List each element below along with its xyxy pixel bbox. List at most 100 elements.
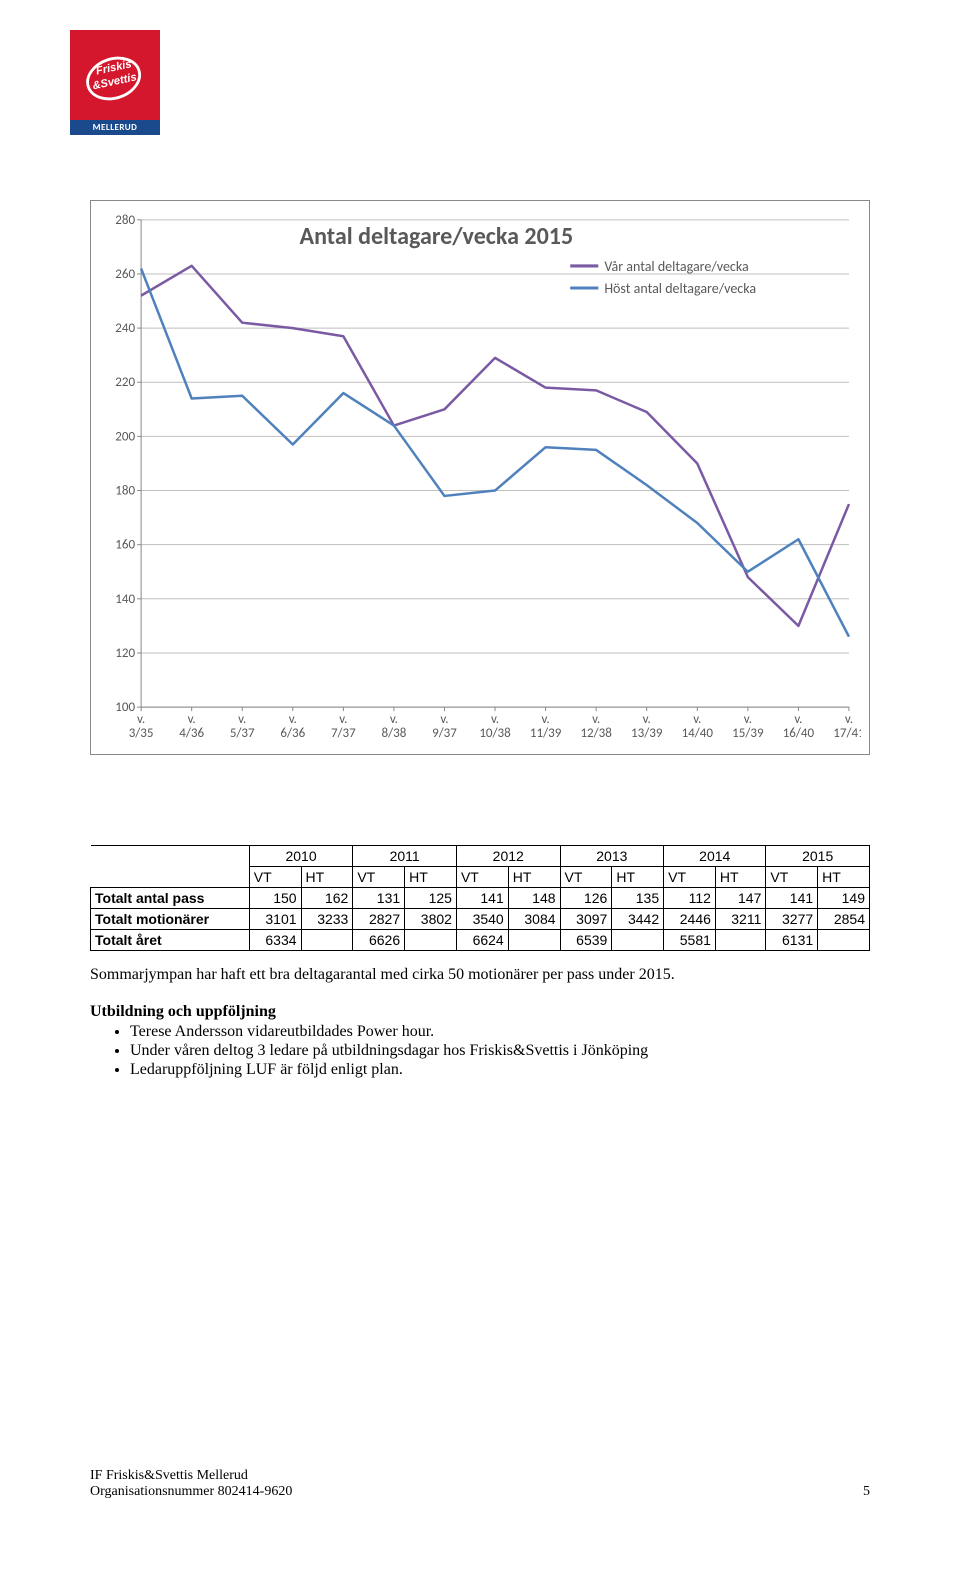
svg-text:140: 140 xyxy=(115,592,135,607)
svg-text:15/39: 15/39 xyxy=(732,726,764,741)
table-row-label: Totalt antal pass xyxy=(91,888,250,909)
table-subheader: VT xyxy=(456,867,508,888)
footer-line1: IF Friskis&Svettis Mellerud xyxy=(90,1468,292,1484)
table-year-header: 2012 xyxy=(456,846,560,867)
table-cell: 135 xyxy=(612,888,664,909)
table-cell xyxy=(715,930,765,951)
table-subheader: HT xyxy=(301,867,353,888)
svg-text:Vår antal deltagare/vecka: Vår antal deltagare/vecka xyxy=(604,258,748,275)
table-cell: 6539 xyxy=(560,930,612,951)
table-cell: 148 xyxy=(508,888,560,909)
table-cell: 2446 xyxy=(664,909,716,930)
logo-sublabel: MELLERUD xyxy=(70,120,160,135)
table-subheader: HT xyxy=(508,867,560,888)
table-cell: 3084 xyxy=(508,909,560,930)
bullet-item: Under våren deltog 3 ledare på utbildnin… xyxy=(130,1042,870,1060)
table-year-header: 2015 xyxy=(766,846,870,867)
stats-table: 201020112012201320142015VTHTVTHTVTHTVTHT… xyxy=(90,845,870,951)
svg-text:16/40: 16/40 xyxy=(783,726,815,741)
table-body: Totalt antal pass15016213112514114812613… xyxy=(91,888,870,951)
svg-text:260: 260 xyxy=(115,267,135,282)
table-cell: 6334 xyxy=(249,930,301,951)
table-subheader: VT xyxy=(249,867,301,888)
svg-text:Antal deltagare/vecka 2015: Antal deltagare/vecka 2015 xyxy=(300,222,574,251)
table-cell: 6626 xyxy=(353,930,405,951)
svg-text:4/36: 4/36 xyxy=(179,726,204,741)
svg-text:13/39: 13/39 xyxy=(631,726,663,741)
page-footer: IF Friskis&Svettis Mellerud Organisation… xyxy=(90,1468,870,1500)
table-subheader: VT xyxy=(664,867,716,888)
table-subheader: VT xyxy=(353,867,405,888)
svg-text:240: 240 xyxy=(115,321,135,336)
svg-text:160: 160 xyxy=(115,538,135,553)
table-subheader: VT xyxy=(560,867,612,888)
table-cell xyxy=(405,930,457,951)
table-cell xyxy=(818,930,870,951)
table-row-label: Totalt motionärer xyxy=(91,909,250,930)
table-cell: 3442 xyxy=(612,909,664,930)
table-row-label: Totalt året xyxy=(91,930,250,951)
bullet-list: Terese Andersson vidareutbildades Power … xyxy=(90,1023,870,1079)
table-year-header: 2011 xyxy=(353,846,457,867)
svg-text:8/38: 8/38 xyxy=(382,726,407,741)
table-corner xyxy=(91,846,250,867)
svg-text:v.: v. xyxy=(643,712,651,727)
svg-text:v.: v. xyxy=(693,712,701,727)
svg-text:10/38: 10/38 xyxy=(479,726,511,741)
table-cell: 3277 xyxy=(766,909,818,930)
table-cell: 149 xyxy=(818,888,870,909)
heading-utbildning: Utbildning och uppföljning xyxy=(90,1003,870,1021)
svg-text:v.: v. xyxy=(238,712,246,727)
table-subheader: HT xyxy=(715,867,765,888)
svg-text:v.: v. xyxy=(845,712,853,727)
footer-page-number: 5 xyxy=(863,1484,870,1500)
svg-text:11/39: 11/39 xyxy=(530,726,562,741)
table-cell xyxy=(612,930,664,951)
table-subheader: HT xyxy=(818,867,870,888)
chart-svg: 100120140160180200220240260280v.3/35v.4/… xyxy=(99,209,861,752)
table-cell: 2854 xyxy=(818,909,870,930)
svg-text:v.: v. xyxy=(794,712,802,727)
table-year-header: 2014 xyxy=(664,846,766,867)
table-corner xyxy=(91,867,250,888)
table-cell: 3802 xyxy=(405,909,457,930)
table-cell: 150 xyxy=(249,888,301,909)
svg-text:v.: v. xyxy=(592,712,600,727)
svg-text:v.: v. xyxy=(339,712,347,727)
svg-text:v.: v. xyxy=(289,712,297,727)
table-cell: 3211 xyxy=(715,909,765,930)
table-cell: 125 xyxy=(405,888,457,909)
svg-text:120: 120 xyxy=(115,646,135,661)
svg-text:12/38: 12/38 xyxy=(580,726,612,741)
table-subheader: HT xyxy=(612,867,664,888)
svg-text:17/41: 17/41 xyxy=(833,726,861,741)
chart-antal-deltagare: 100120140160180200220240260280v.3/35v.4/… xyxy=(90,200,870,755)
table-year-header: 2010 xyxy=(249,846,353,867)
svg-text:7/37: 7/37 xyxy=(331,726,356,741)
table-head: 201020112012201320142015VTHTVTHTVTHTVTHT… xyxy=(91,846,870,888)
svg-text:v.: v. xyxy=(542,712,550,727)
table-cell: 141 xyxy=(456,888,508,909)
svg-text:6/36: 6/36 xyxy=(280,726,305,741)
table-cell: 147 xyxy=(715,888,765,909)
svg-text:9/37: 9/37 xyxy=(432,726,457,741)
svg-text:3/35: 3/35 xyxy=(129,726,154,741)
table-cell: 6624 xyxy=(456,930,508,951)
logo: Friskis &Svettis MELLERUD xyxy=(70,30,160,135)
svg-text:Höst antal deltagare/vecka: Höst antal deltagare/vecka xyxy=(604,280,756,297)
svg-text:280: 280 xyxy=(115,213,135,228)
table-cell: 162 xyxy=(301,888,353,909)
svg-text:100: 100 xyxy=(115,700,135,715)
table-cell xyxy=(508,930,560,951)
svg-text:220: 220 xyxy=(115,375,135,390)
logo-red-panel: Friskis &Svettis xyxy=(70,30,160,120)
table-cell: 141 xyxy=(766,888,818,909)
table-cell: 3540 xyxy=(456,909,508,930)
svg-text:v.: v. xyxy=(188,712,196,727)
table-year-header: 2013 xyxy=(560,846,664,867)
friskis-svettis-icon: Friskis &Svettis xyxy=(80,40,150,110)
paragraph-sommarjympan: Sommarjympan har haft ett bra deltagaran… xyxy=(90,965,870,985)
table-cell xyxy=(301,930,353,951)
table-cell: 3101 xyxy=(249,909,301,930)
svg-text:200: 200 xyxy=(115,429,135,444)
